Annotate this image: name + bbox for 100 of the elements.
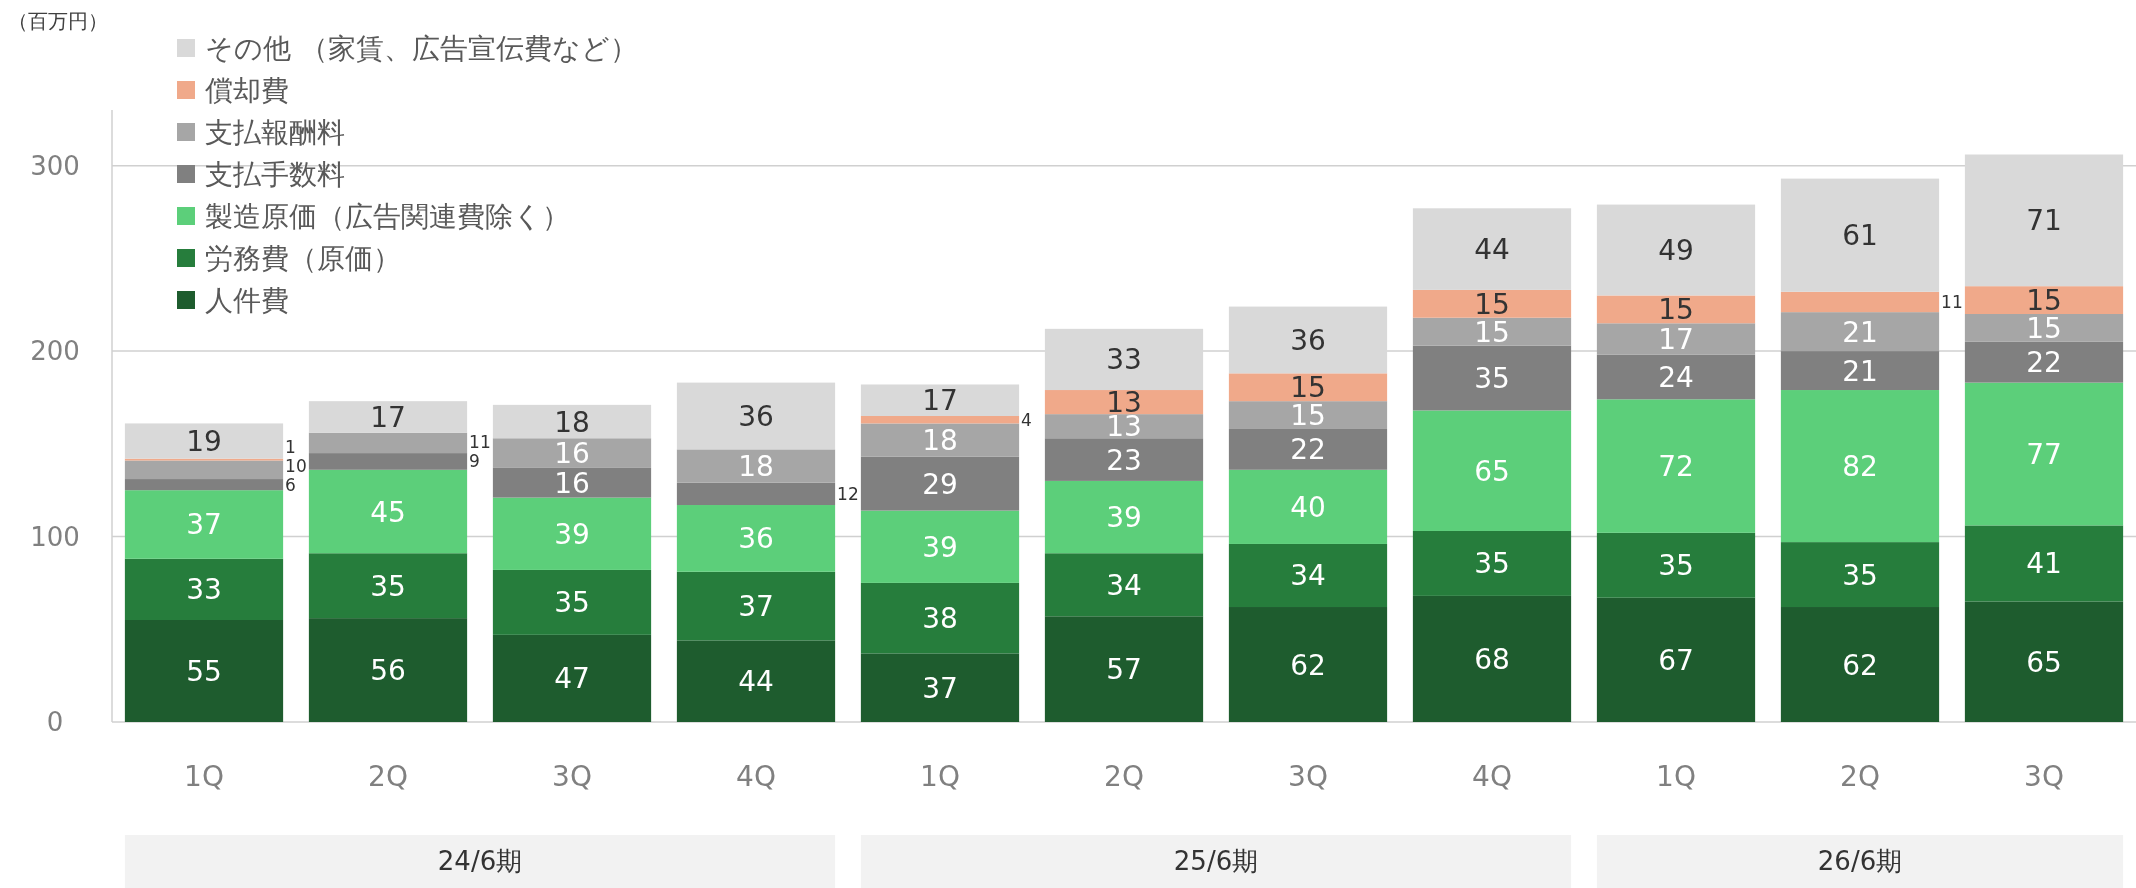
bar (860, 456, 1020, 511)
data-label: 71 (2026, 204, 2062, 238)
y-tick-label: 200 (30, 336, 80, 367)
data-label: 62 (1290, 648, 1326, 682)
data-label: 18 (554, 405, 590, 439)
bar (124, 490, 284, 559)
data-label: 56 (370, 654, 406, 688)
data-label: 37 (186, 508, 222, 542)
data-label: 18 (922, 424, 958, 458)
data-label: 55 (186, 655, 222, 688)
legend-label: 製造原価（広告関連費除く） (205, 200, 570, 233)
bar (1044, 438, 1204, 481)
data-label: 34 (1290, 559, 1326, 593)
data-label: 33 (186, 573, 222, 607)
bar (1412, 289, 1572, 318)
bar (1412, 208, 1572, 290)
data-label: 22 (2026, 346, 2062, 380)
y-tick-label: 100 (30, 521, 80, 552)
bar (1780, 312, 1940, 352)
data-label: 36 (1290, 323, 1326, 357)
bar (676, 482, 836, 506)
x-tick-label: 2Q (1840, 760, 1880, 793)
bar (860, 510, 1020, 583)
bar (124, 620, 284, 722)
data-label: 19 (186, 425, 222, 459)
bar (1964, 601, 2124, 722)
bar (308, 553, 468, 619)
y-axis-title: （百万円） (8, 9, 108, 33)
data-label: 65 (1474, 454, 1510, 488)
data-label: 68 (1474, 642, 1510, 676)
data-label: 9 (469, 451, 480, 472)
bar (1596, 295, 1756, 324)
data-label: 82 (1842, 450, 1878, 484)
legend-label: 償却費 (205, 74, 289, 107)
x-tick-label: 4Q (736, 760, 776, 793)
bar (124, 423, 284, 459)
bar (492, 467, 652, 498)
data-label: 11 (1941, 291, 1963, 312)
bar (1964, 314, 2124, 342)
data-label: 45 (370, 495, 406, 529)
y-tick-label: 0 (46, 707, 64, 737)
bar (492, 634, 652, 722)
data-label: 12 (837, 483, 859, 504)
data-label: 18 (738, 450, 774, 484)
x-tick-label: 3Q (2024, 760, 2064, 793)
data-label: 44 (738, 665, 774, 699)
x-tick-label: 3Q (1288, 760, 1328, 793)
data-label: 36 (738, 400, 774, 433)
bar (1044, 553, 1204, 617)
legend-label: 支払手数料 (205, 158, 345, 191)
bar (676, 505, 836, 572)
bar (308, 469, 468, 554)
bar (492, 438, 652, 468)
data-label: 72 (1658, 450, 1694, 484)
bar (1964, 341, 2124, 383)
data-label: 37 (738, 590, 774, 624)
data-label: 17 (922, 384, 958, 418)
bar (860, 653, 1020, 722)
data-label: 37 (922, 671, 958, 705)
y-tick-label: 300 (30, 150, 80, 181)
bar (1964, 286, 2124, 314)
bar (492, 497, 652, 570)
data-label: 35 (370, 569, 406, 603)
data-label: 39 (1106, 501, 1142, 535)
bar (1596, 532, 1756, 598)
bar (308, 453, 468, 470)
bar (124, 479, 284, 491)
data-label: 1 (285, 436, 296, 457)
data-label: 23 (1106, 443, 1142, 477)
legend-label: 支払報酬料 (205, 116, 345, 149)
data-label: 17 (370, 400, 406, 434)
data-label: 35 (1474, 361, 1510, 395)
data-label: 11 (469, 432, 491, 453)
bar (676, 640, 836, 722)
x-tick-label: 1Q (920, 760, 960, 793)
bar (1780, 178, 1940, 292)
bar (1596, 399, 1756, 533)
bar (1964, 525, 2124, 602)
data-label: 44 (1474, 233, 1510, 267)
bar (676, 571, 836, 641)
bar (1228, 401, 1388, 429)
x-tick-label: 1Q (1656, 760, 1696, 793)
bar (676, 382, 836, 450)
bar (1780, 291, 1940, 313)
text: 25/6期 (1173, 846, 1259, 876)
bar (1780, 351, 1940, 391)
bar (1412, 345, 1572, 411)
x-tick-label: 2Q (1104, 760, 1144, 793)
x-tick-label: 3Q (552, 760, 592, 793)
text: 24/6期 (437, 846, 523, 876)
bar (1228, 543, 1388, 608)
bar (1228, 373, 1388, 402)
data-label: 62 (1842, 648, 1878, 682)
bar (1412, 410, 1572, 531)
text: 26/6期 (1817, 846, 1903, 876)
bar (1596, 354, 1756, 400)
bar (1780, 390, 1940, 543)
data-label: 35 (554, 586, 590, 620)
x-tick-label: 2Q (368, 760, 408, 793)
bar (860, 423, 1020, 457)
